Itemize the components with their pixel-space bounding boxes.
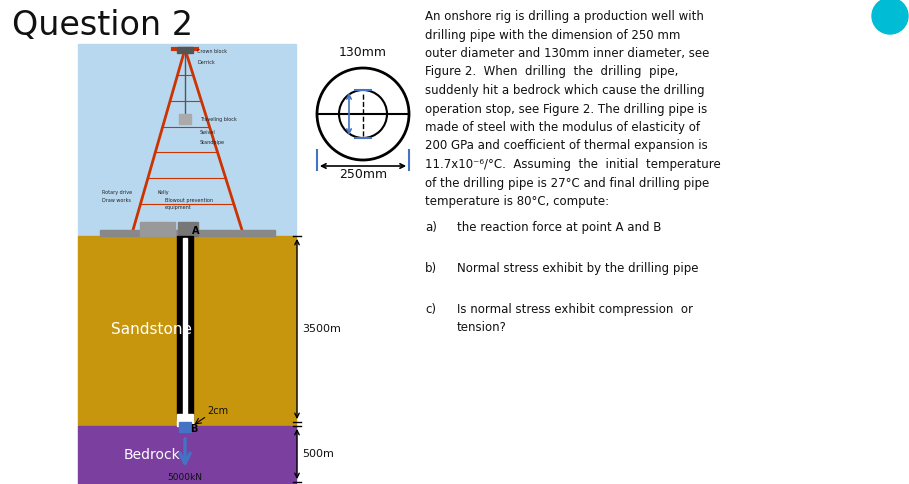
Text: Rotary drive: Rotary drive bbox=[102, 190, 132, 195]
Text: 11.7x10⁻⁶/°C.  Assuming  the  initial  temperature: 11.7x10⁻⁶/°C. Assuming the initial tempe… bbox=[425, 158, 721, 171]
Text: suddenly hit a bedrock which cause the drilling: suddenly hit a bedrock which cause the d… bbox=[425, 84, 704, 97]
Text: of the drilling pipe is 27°C and final drilling pipe: of the drilling pipe is 27°C and final d… bbox=[425, 177, 709, 190]
Text: made of steel with the modulus of elasticity of: made of steel with the modulus of elasti… bbox=[425, 121, 700, 134]
Bar bbox=[177, 47, 193, 53]
Bar bbox=[78, 236, 296, 426]
Bar bbox=[178, 222, 198, 236]
Text: 5000kN: 5000kN bbox=[167, 473, 203, 482]
Text: tension?: tension? bbox=[457, 321, 507, 334]
Text: 130mm: 130mm bbox=[339, 46, 387, 59]
Text: Swivel: Swivel bbox=[200, 130, 215, 135]
Bar bbox=[177, 236, 193, 420]
Text: 200 GPa and coefficient of thermal expansion is: 200 GPa and coefficient of thermal expan… bbox=[425, 139, 708, 152]
Text: b): b) bbox=[425, 262, 437, 275]
Text: Crown block: Crown block bbox=[197, 49, 227, 54]
Bar bbox=[78, 426, 296, 484]
Text: Blowout prevention: Blowout prevention bbox=[165, 198, 213, 203]
Text: Bedrock: Bedrock bbox=[124, 448, 180, 462]
Text: outer diameter and 130mm inner diameter, see: outer diameter and 130mm inner diameter,… bbox=[425, 47, 709, 60]
Bar bbox=[177, 414, 193, 426]
Text: A: A bbox=[192, 226, 199, 236]
Text: Draw works: Draw works bbox=[102, 198, 131, 203]
Bar bbox=[78, 44, 296, 236]
Text: drilling pipe with the dimension of 250 mm: drilling pipe with the dimension of 250 … bbox=[425, 29, 680, 42]
Text: a): a) bbox=[425, 222, 437, 235]
Text: temperature is 80°C, compute:: temperature is 80°C, compute: bbox=[425, 195, 609, 208]
Bar bbox=[179, 114, 191, 124]
Text: Figure 2.  When  drilling  the  drilling  pipe,: Figure 2. When drilling the drilling pip… bbox=[425, 65, 678, 78]
Circle shape bbox=[317, 68, 409, 160]
Text: 3500m: 3500m bbox=[302, 324, 341, 334]
Circle shape bbox=[872, 0, 908, 34]
Text: An onshore rig is drilling a production well with: An onshore rig is drilling a production … bbox=[425, 10, 704, 23]
Bar bbox=[179, 422, 191, 432]
Text: equipment: equipment bbox=[165, 205, 192, 210]
Text: c): c) bbox=[425, 303, 436, 316]
Text: Is normal stress exhibit compression  or: Is normal stress exhibit compression or bbox=[457, 303, 693, 316]
Text: 500m: 500m bbox=[302, 449, 334, 459]
Text: Question 2: Question 2 bbox=[12, 9, 193, 42]
Text: 2cm: 2cm bbox=[207, 406, 228, 416]
Bar bbox=[100, 230, 275, 236]
Text: the reaction force at point A and B: the reaction force at point A and B bbox=[457, 222, 662, 235]
Text: Derrick: Derrick bbox=[197, 60, 215, 65]
Text: Normal stress exhibit by the drilling pipe: Normal stress exhibit by the drilling pi… bbox=[457, 262, 698, 275]
Text: operation stop, see Figure 2. The drilling pipe is: operation stop, see Figure 2. The drilli… bbox=[425, 103, 707, 116]
Text: Standpipe: Standpipe bbox=[200, 140, 225, 145]
Text: Sandstone: Sandstone bbox=[112, 321, 193, 336]
Circle shape bbox=[339, 90, 387, 138]
Bar bbox=[140, 222, 175, 236]
Text: B: B bbox=[190, 424, 197, 434]
Text: 250mm: 250mm bbox=[339, 168, 387, 181]
Text: Traveling block: Traveling block bbox=[200, 117, 236, 122]
Bar bbox=[183, 238, 187, 418]
Text: Kelly: Kelly bbox=[158, 190, 170, 195]
